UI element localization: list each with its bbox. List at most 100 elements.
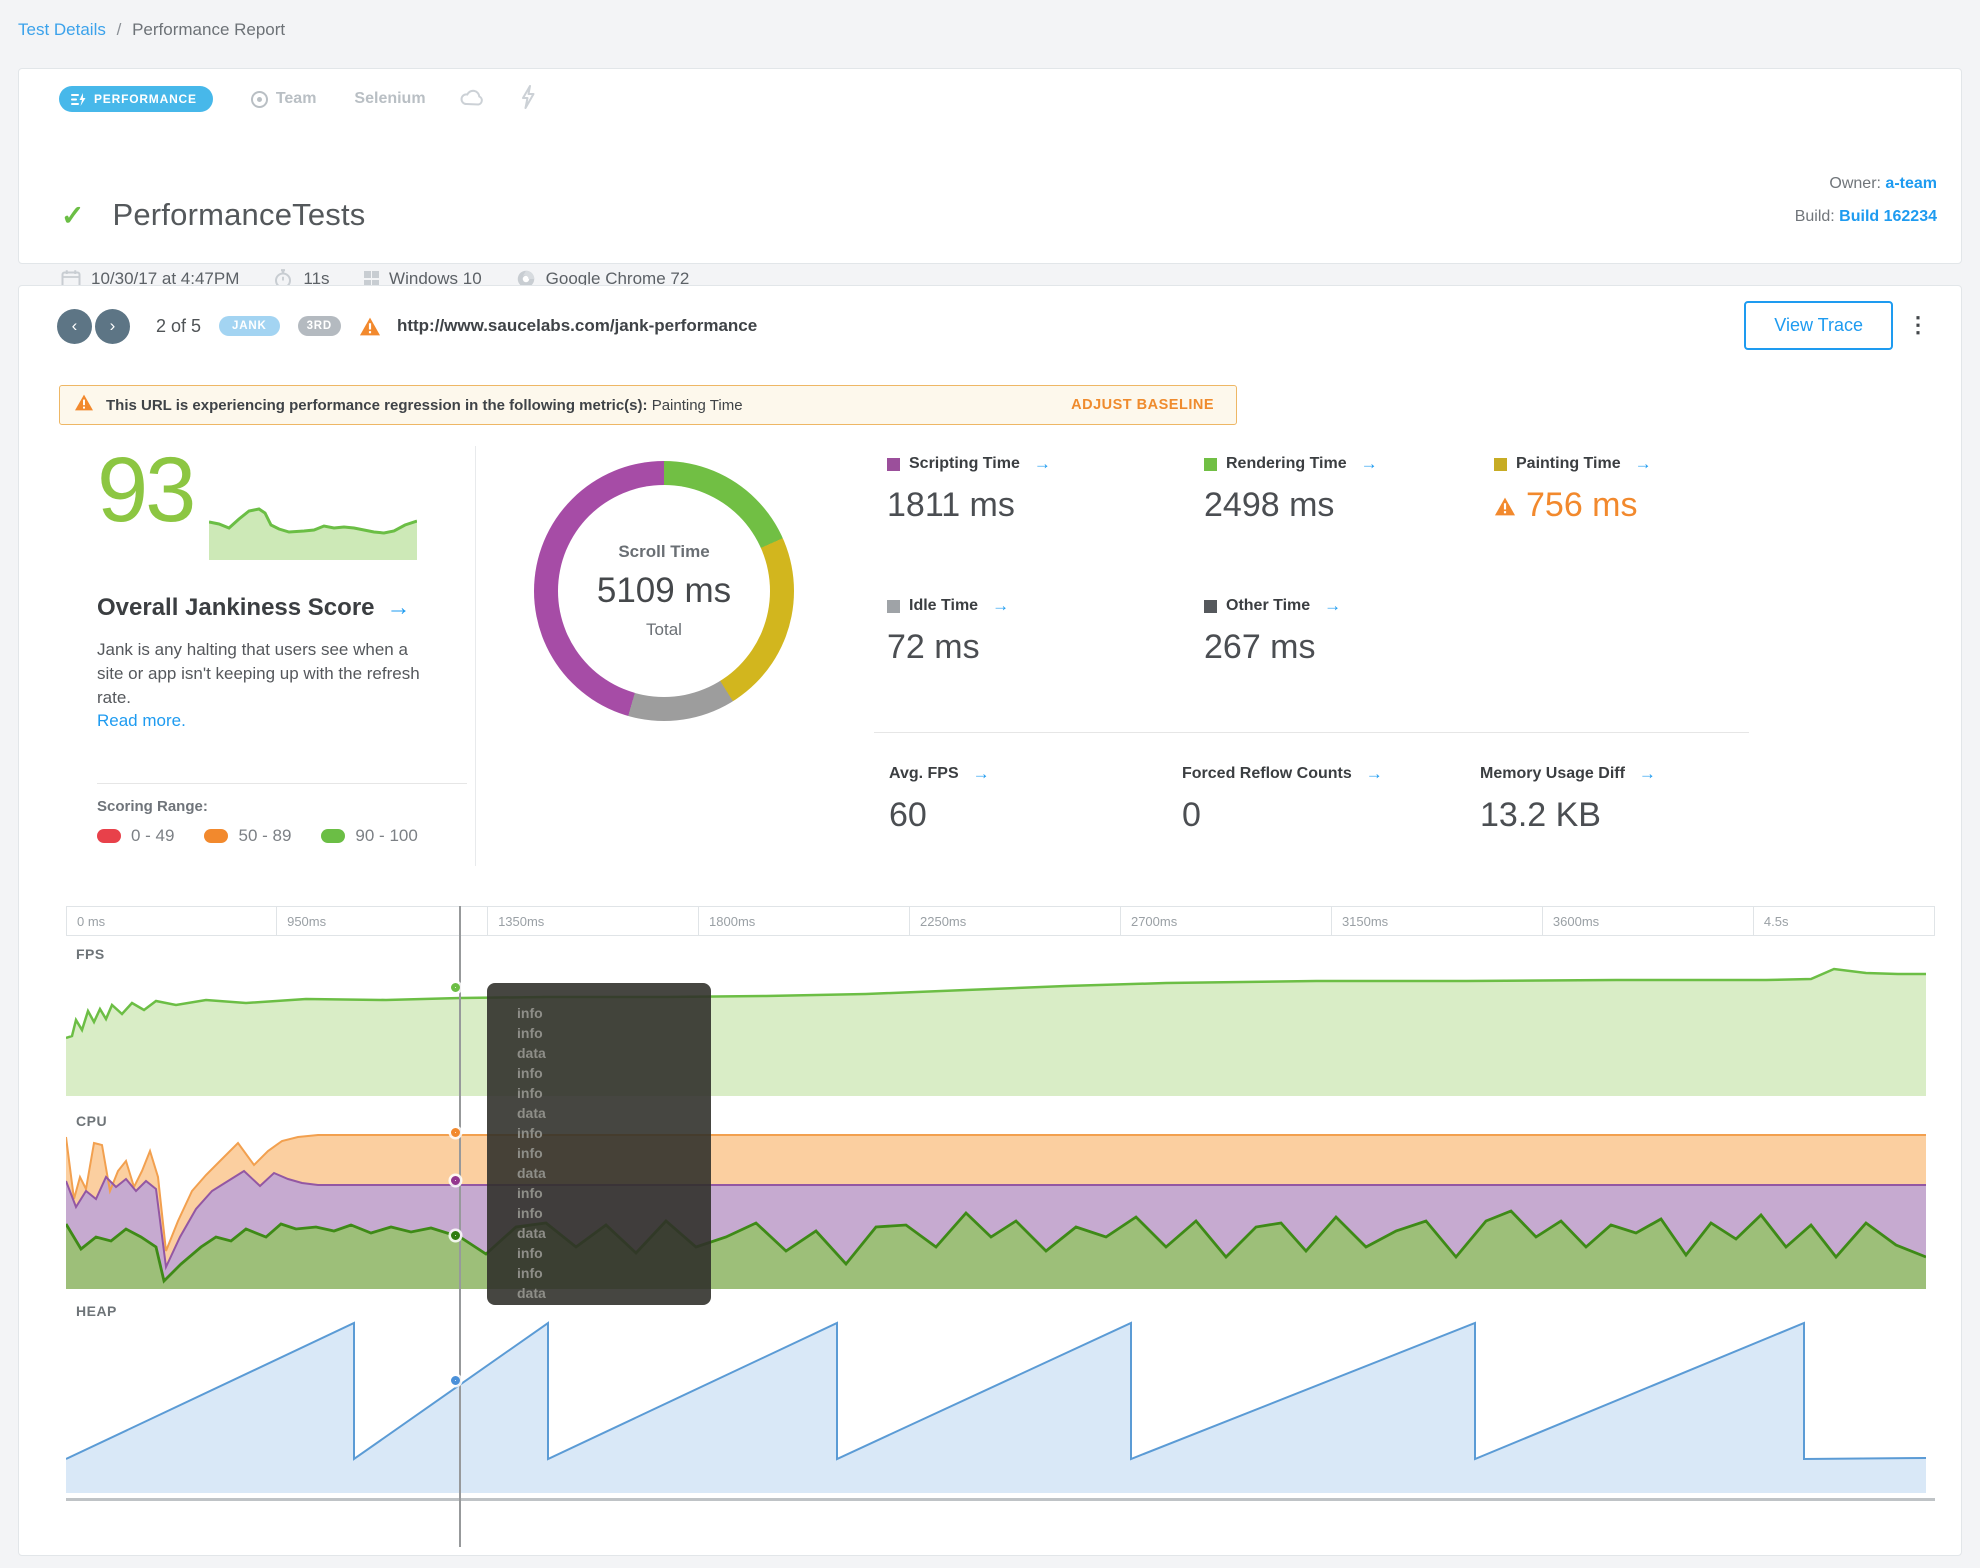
- metric-memory-usage-diff: Memory Usage Diff → 13.2 KB: [1480, 764, 1656, 835]
- metric-label-text: Rendering Time: [1226, 455, 1347, 472]
- tooltip-line: info: [517, 1205, 543, 1221]
- cursor-marker-cpu-green: [451, 1231, 460, 1240]
- jankiness-description: Jank is any halting that users see when …: [97, 640, 420, 707]
- scoring-range-label: Scoring Range:: [97, 798, 208, 815]
- metric-color-square: [887, 599, 900, 613]
- metric-label-link[interactable]: Memory Usage Diff →: [1480, 764, 1656, 784]
- breadcrumb-separator: /: [116, 20, 122, 39]
- metric-label-link[interactable]: Avg. FPS →: [889, 764, 990, 784]
- cpu-track-label: CPU: [76, 1113, 108, 1129]
- metric-forced-reflow-counts: Forced Reflow Counts → 0: [1182, 764, 1383, 835]
- metric-label-text: Forced Reflow Counts: [1182, 765, 1352, 782]
- donut-center-labels: Scroll Time 5109 ms Total: [534, 461, 794, 721]
- vertical-divider: [475, 446, 476, 866]
- fps-area-chart: [66, 967, 1926, 1096]
- framework-label: Selenium: [354, 90, 426, 107]
- title-row: ✓ PerformanceTests: [61, 197, 366, 233]
- metric-value: 267 ms: [1204, 628, 1316, 666]
- metric-label-link[interactable]: Scripting Time →: [887, 454, 1051, 474]
- page-report-card: ‹ › 2 of 5 JANK 3RD http://www.saucelabs…: [18, 285, 1962, 1556]
- metric-idle-time: Idle Time → 72 ms: [887, 596, 1009, 667]
- metric-label-link[interactable]: Rendering Time →: [1204, 454, 1378, 474]
- tooltip-line: info: [517, 1245, 543, 1261]
- range-color-dot: [97, 829, 121, 843]
- metric-label-link[interactable]: Painting Time →: [1494, 454, 1652, 474]
- cursor-marker-cpu-purple: [451, 1176, 460, 1185]
- score-sparkline-chart: [209, 507, 417, 560]
- metric-value: 756 ms: [1494, 486, 1652, 525]
- meta-duration: 11s: [273, 269, 330, 289]
- metric-scripting-time: Scripting Time → 1811 ms: [887, 454, 1051, 525]
- owner-link[interactable]: a-team: [1885, 175, 1937, 192]
- chrome-icon: [516, 269, 536, 289]
- scoring-range-legend: 0 - 49 50 - 89 90 - 100: [97, 826, 418, 846]
- cursor-marker-heap: [451, 1376, 460, 1385]
- ruler-tick: 1350ms: [487, 907, 698, 935]
- range-label-text: 50 - 89: [238, 826, 292, 845]
- next-page-button[interactable]: ›: [95, 308, 130, 344]
- metric-label-link[interactable]: Forced Reflow Counts →: [1182, 764, 1383, 784]
- owner-row: Owner: a-team: [1829, 175, 1937, 192]
- metric-arrow-icon: →: [1638, 764, 1656, 783]
- view-trace-button[interactable]: View Trace: [1744, 301, 1893, 350]
- prev-page-button[interactable]: ‹: [57, 308, 92, 344]
- metric-label-text: Painting Time: [1516, 455, 1621, 472]
- page-position: 2 of 5: [156, 315, 202, 336]
- scoring-range-item: 90 - 100: [321, 826, 418, 846]
- tooltip-line: info: [517, 1005, 543, 1021]
- read-more-link[interactable]: Read more.: [97, 711, 186, 730]
- timeline-cursor[interactable]: [459, 906, 461, 1547]
- timeline-ruler[interactable]: 0 ms 950ms 1350ms 1800ms 2250ms 2700ms 3150ms 3…: [66, 906, 1935, 936]
- meta-os: Windows 10: [363, 269, 482, 289]
- adjust-baseline-button[interactable]: ADJUST BASELINE: [1071, 397, 1214, 413]
- regression-alert-banner: This URL is experiencing performance reg…: [59, 385, 1237, 425]
- metric-label-text: Memory Usage Diff: [1480, 765, 1625, 782]
- metric-label-text: Avg. FPS: [889, 765, 959, 782]
- cloud-icon: [460, 87, 486, 111]
- breadcrumb-test-details-link[interactable]: Test Details: [18, 20, 106, 39]
- metric-other-time: Other Time → 267 ms: [1204, 596, 1341, 667]
- more-options-kebab[interactable]: ⋮: [1907, 312, 1929, 337]
- test-meta-row: 10/30/17 at 4:47PM 11s Windows 10 Google…: [61, 269, 723, 289]
- heap-sawtooth-chart: [66, 1321, 1926, 1493]
- tooltip-line: info: [517, 1145, 543, 1161]
- metric-label-link[interactable]: Idle Time →: [887, 596, 1009, 616]
- ruler-tick: 0 ms: [77, 914, 106, 929]
- metric-warning-icon: [1494, 486, 1516, 525]
- jankiness-score-value: 93: [97, 439, 196, 541]
- tooltip-line: info: [517, 1025, 543, 1041]
- breadcrumb: Test Details / Performance Report: [18, 20, 285, 40]
- donut-sublabel: Total: [646, 620, 682, 639]
- performance-icon: [71, 92, 86, 106]
- metric-arrow-icon: →: [1033, 454, 1051, 473]
- score-link-arrow-icon: →: [386, 594, 411, 621]
- tooltip-line: data: [517, 1285, 546, 1301]
- tooltip-line: data: [517, 1105, 546, 1121]
- breadcrumb-current: Performance Report: [132, 20, 286, 39]
- metric-label-text: Scripting Time: [909, 455, 1020, 472]
- metric-arrow-icon: →: [1360, 454, 1378, 473]
- jank-badge: JANK: [219, 316, 280, 336]
- range-color-dot: [321, 829, 346, 843]
- test-passed-check-icon: ✓: [61, 199, 85, 231]
- metric-value: 13.2 KB: [1480, 796, 1601, 834]
- metric-label-text: Idle Time: [909, 597, 979, 614]
- jankiness-score-title[interactable]: Overall Jankiness Score →: [97, 594, 411, 621]
- tooltip-line: info: [517, 1085, 543, 1101]
- metrics-divider: [874, 732, 1749, 733]
- metric-rendering-time: Rendering Time → 2498 ms: [1204, 454, 1378, 525]
- build-link[interactable]: Build 162234: [1839, 208, 1937, 225]
- badge-row: PERFORMANCE Team Selenium: [59, 85, 536, 113]
- tooltip-line: data: [517, 1045, 546, 1061]
- windows-icon: [363, 271, 380, 287]
- metric-label-link[interactable]: Other Time →: [1204, 596, 1341, 616]
- metric-color-square: [887, 457, 900, 471]
- build-row: Build: Build 162234: [1794, 208, 1937, 225]
- tooltip-line: info: [517, 1125, 543, 1141]
- metric-arrow-icon: →: [992, 596, 1010, 615]
- meta-browser: Google Chrome 72: [516, 269, 689, 289]
- metric-arrow-icon: →: [1324, 596, 1342, 615]
- range-label-text: 0 - 49: [131, 826, 175, 845]
- metric-painting-time: Painting Time → 756 ms: [1494, 454, 1652, 525]
- ruler-tick: 950ms: [276, 907, 487, 935]
